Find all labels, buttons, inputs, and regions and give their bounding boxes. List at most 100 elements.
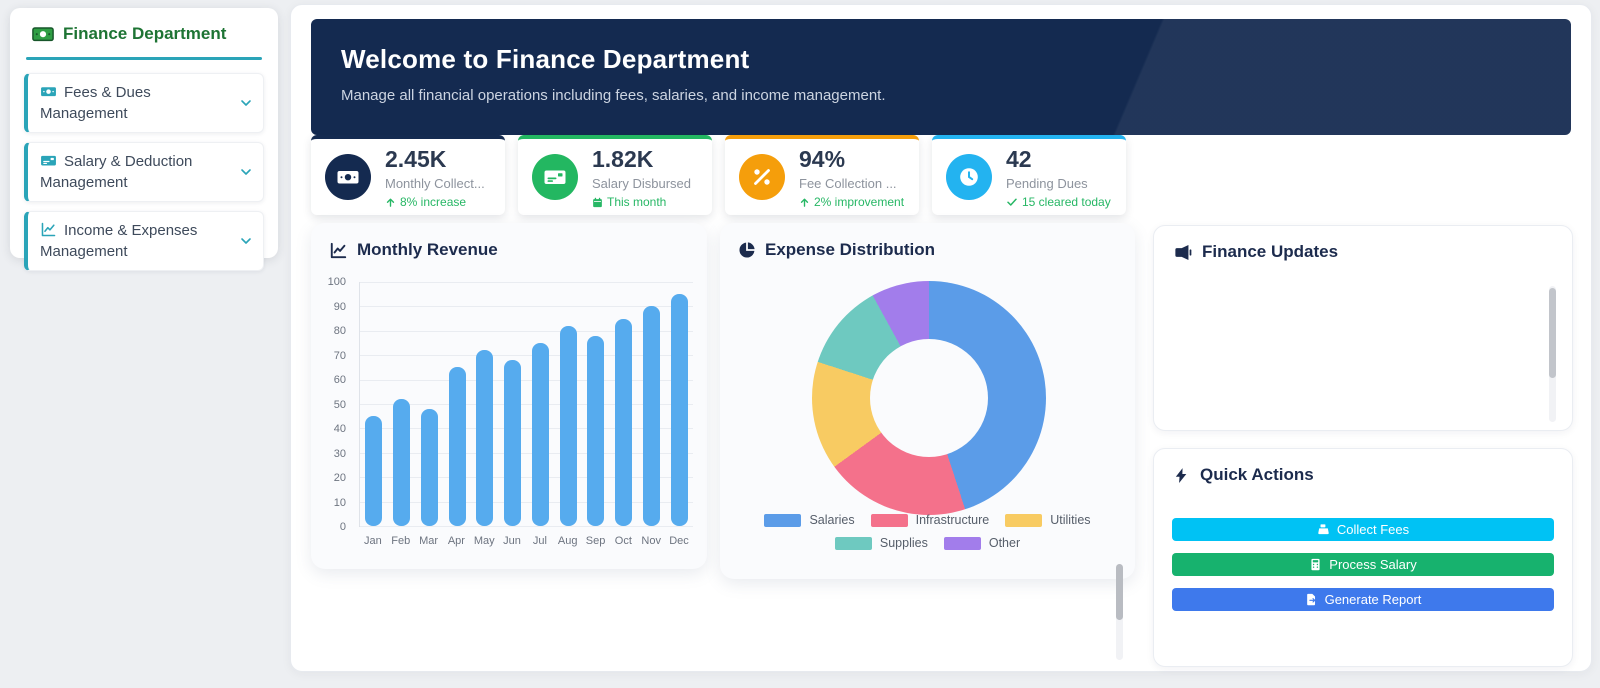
generate-report-button[interactable]: Generate Report bbox=[1172, 588, 1554, 611]
button-label: Collect Fees bbox=[1336, 522, 1410, 537]
sidebar: Finance Department Fees & Dues Managemen… bbox=[10, 8, 278, 271]
stat-card-monthly-collection: 2.45K Monthly Collect... 8% increase bbox=[311, 135, 505, 215]
bar-oct[interactable] bbox=[615, 318, 633, 526]
sidebar-item-label: Fees & Dues Management bbox=[40, 84, 151, 122]
calculator-icon bbox=[1309, 558, 1322, 571]
stat-value: 2.45K bbox=[385, 146, 447, 172]
x-axis: Jan Feb Mar Apr May Jun Jul Aug Sep Oct Nov Dec bbox=[359, 535, 693, 547]
bar-slot bbox=[360, 282, 388, 526]
stat-label: Salary Disbursed bbox=[592, 176, 691, 191]
content-scrollbar[interactable] bbox=[1116, 564, 1123, 660]
button-label: Process Salary bbox=[1329, 557, 1417, 572]
sidebar-item-label: Salary & Deduction Management bbox=[40, 153, 193, 191]
arrow-up-icon bbox=[385, 197, 396, 208]
x-tick-label: Feb bbox=[391, 535, 411, 547]
scrollbar-thumb[interactable] bbox=[1116, 564, 1123, 620]
money-bill-icon bbox=[40, 83, 57, 100]
y-tick-label: 70 bbox=[333, 349, 346, 362]
y-axis: 0 10 20 30 40 50 60 70 80 90 100 bbox=[317, 276, 353, 533]
gridline bbox=[360, 526, 693, 527]
legend-item-other[interactable]: Other bbox=[943, 536, 1021, 550]
gridline bbox=[360, 501, 693, 503]
bar-chart-plot[interactable] bbox=[359, 282, 693, 527]
cash-register-icon bbox=[1317, 523, 1330, 536]
gridline bbox=[360, 355, 693, 357]
process-salary-button[interactable]: Process Salary bbox=[1172, 553, 1554, 576]
bar-dec[interactable] bbox=[670, 294, 688, 526]
stat-card-fee-collection: 94% Fee Collection ... 2% improvement bbox=[725, 135, 919, 215]
money-bill-icon bbox=[32, 23, 54, 45]
bolt-icon bbox=[1173, 467, 1190, 484]
legend-swatch bbox=[764, 513, 802, 527]
y-tick-label: 90 bbox=[333, 300, 346, 313]
y-tick-label: 100 bbox=[327, 276, 346, 288]
stat-trend-text: 15 cleared today bbox=[1022, 195, 1111, 209]
chart-line-icon bbox=[40, 221, 57, 238]
finance-updates-card: Finance Updates bbox=[1153, 225, 1573, 431]
button-label: Generate Report bbox=[1324, 592, 1422, 607]
x-tick-label: Sep bbox=[585, 535, 606, 547]
bar-jul[interactable] bbox=[531, 343, 549, 526]
stat-label: Fee Collection ... bbox=[799, 176, 897, 191]
bar-slot bbox=[665, 282, 693, 526]
stat-trend-text: 8% increase bbox=[400, 195, 467, 209]
donut-hole bbox=[870, 339, 988, 457]
bar-nov[interactable] bbox=[642, 306, 660, 526]
expense-distribution-card: Expense Distribution Salaries Infrastruct… bbox=[720, 223, 1135, 579]
legend-label: Utilities bbox=[1050, 513, 1091, 527]
y-tick-label: 10 bbox=[333, 496, 346, 509]
check-icon bbox=[1006, 196, 1018, 208]
clock-icon bbox=[946, 154, 992, 200]
sidebar-item-income-expenses[interactable]: Income & Expenses Management bbox=[24, 211, 264, 271]
arrow-up-icon bbox=[799, 197, 810, 208]
stat-card-salary-disbursed: 1.82K Salary Disbursed This month bbox=[518, 135, 712, 215]
stat-value: 42 bbox=[1006, 146, 1032, 172]
bar-may[interactable] bbox=[476, 350, 494, 526]
y-tick-label: 50 bbox=[333, 398, 346, 411]
bar-apr[interactable] bbox=[448, 367, 466, 526]
y-tick-label: 20 bbox=[333, 472, 346, 484]
donut-chart[interactable] bbox=[812, 281, 1046, 515]
pie-chart-icon bbox=[738, 241, 756, 259]
gridline bbox=[360, 404, 693, 405]
megaphone-icon bbox=[1173, 243, 1192, 262]
x-tick-label: May bbox=[473, 535, 495, 547]
bar-slot bbox=[610, 282, 638, 526]
bar-slot bbox=[443, 282, 471, 526]
bar-slot bbox=[638, 282, 666, 526]
gridline bbox=[360, 330, 693, 332]
bar-slot bbox=[527, 282, 555, 526]
collect-fees-button[interactable]: Collect Fees bbox=[1172, 518, 1554, 541]
banner-title: Welcome to Finance Department bbox=[341, 44, 750, 74]
bar-feb[interactable] bbox=[393, 399, 411, 526]
legend-item-infrastructure[interactable]: Infrastructure bbox=[870, 513, 990, 527]
card-title: Finance Updates bbox=[1202, 242, 1339, 261]
bar-mar[interactable] bbox=[420, 408, 438, 526]
x-tick-label: Dec bbox=[669, 535, 689, 547]
updates-scrollbar[interactable] bbox=[1549, 286, 1556, 422]
bar-jan[interactable] bbox=[365, 416, 383, 526]
gridline bbox=[360, 306, 693, 308]
legend-item-supplies[interactable]: Supplies bbox=[834, 536, 928, 550]
y-tick-label: 60 bbox=[333, 374, 346, 386]
stat-card-pending-dues: 42 Pending Dues 15 cleared today bbox=[932, 135, 1126, 215]
bar-sep[interactable] bbox=[587, 335, 605, 526]
bar-jun[interactable] bbox=[504, 360, 522, 526]
bar-aug[interactable] bbox=[559, 325, 577, 526]
sidebar-item-label: Income & Expenses Management bbox=[40, 222, 198, 260]
legend-label: Infrastructure bbox=[915, 513, 990, 527]
y-tick-label: 30 bbox=[333, 447, 346, 460]
sidebar-item-salary-deduction[interactable]: Salary & Deduction Management bbox=[24, 142, 264, 202]
money-bill-icon bbox=[325, 154, 371, 200]
legend-label: Other bbox=[988, 536, 1021, 550]
sidebar-item-fees-dues[interactable]: Fees & Dues Management bbox=[24, 73, 264, 133]
scrollbar-thumb[interactable] bbox=[1549, 288, 1556, 378]
x-tick-label: Apr bbox=[447, 535, 465, 547]
bar-slot bbox=[554, 282, 582, 526]
legend-item-salaries[interactable]: Salaries bbox=[764, 513, 855, 527]
calendar-icon bbox=[592, 197, 603, 208]
legend-item-utilities[interactable]: Utilities bbox=[1005, 513, 1091, 527]
legend-label: Supplies bbox=[879, 536, 928, 550]
bar-slot bbox=[471, 282, 499, 526]
card-title: Quick Actions bbox=[1200, 465, 1314, 484]
